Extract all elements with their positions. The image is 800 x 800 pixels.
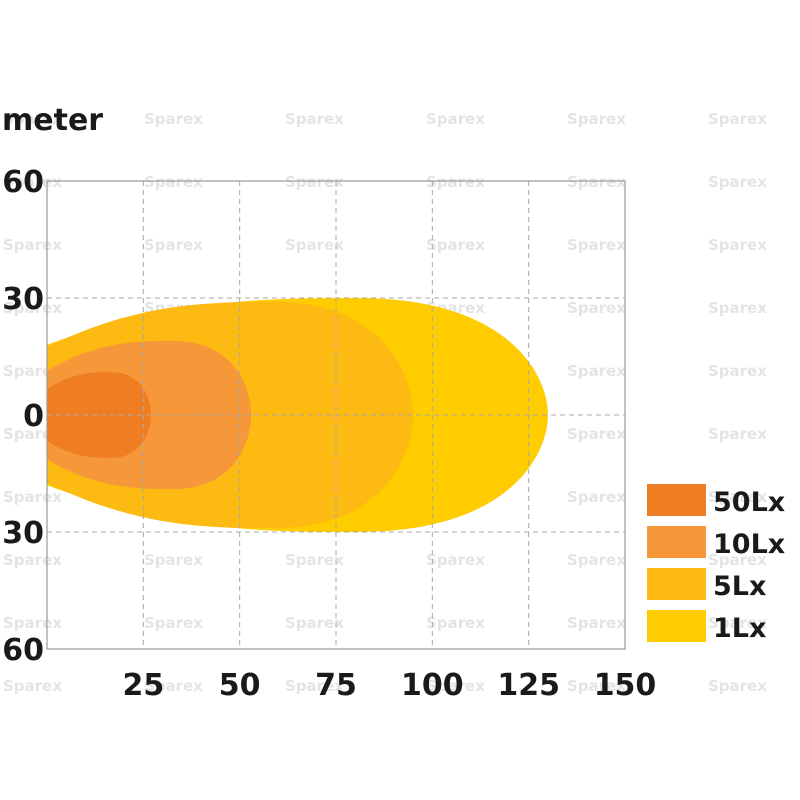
watermark-text: Sparex (708, 110, 767, 128)
watermark-text: Sparex (144, 677, 203, 695)
watermark-text: Sparex (3, 488, 62, 506)
watermark-text: Sparex (567, 614, 626, 632)
watermark-text: Sparex (144, 110, 203, 128)
legend-label-10lx: 10Lx (713, 529, 785, 560)
watermark-text: Sparex (708, 677, 767, 695)
watermark-text: Sparex (3, 677, 62, 695)
watermark-text: Sparex (708, 173, 767, 191)
watermark-text: Sparex (567, 173, 626, 191)
x-tick-label: 25 (122, 668, 164, 703)
x-tick-label: 75 (315, 668, 357, 703)
legend: 50Lx 10Lx 5Lx 1Lx (647, 484, 785, 644)
watermark-text: Sparex (285, 110, 344, 128)
watermark-text: Sparex (144, 551, 203, 569)
legend-label-1lx: 1Lx (713, 613, 766, 644)
watermark-text: Sparex (3, 551, 62, 569)
y-tick-labels: 60 30 0 30 60 (2, 165, 44, 668)
watermark-text: Sparex (567, 110, 626, 128)
watermark-text: Sparex (567, 299, 626, 317)
watermark-text: Sparex (285, 236, 344, 254)
watermark-text: Sparex (285, 677, 344, 695)
watermark-text: Sparex (426, 677, 485, 695)
watermark-text: Sparex (426, 236, 485, 254)
legend-label-50lx: 50Lx (713, 487, 785, 518)
light-area-50lx (47, 372, 152, 458)
legend-swatch-5lx (647, 568, 706, 600)
watermark-text: Sparex (567, 236, 626, 254)
y-tick-label: 30 (2, 282, 44, 317)
watermark-text: Sparex (426, 110, 485, 128)
y-tick-label: 0 (23, 399, 44, 434)
watermark-text: Sparex (567, 425, 626, 443)
watermark-text: Sparex (708, 425, 767, 443)
grid-lines (47, 181, 625, 649)
x-tick-label: 150 (594, 668, 657, 703)
y-tick-label: 30 (2, 516, 44, 551)
watermark-text: Sparex (144, 173, 203, 191)
watermark-text: Sparex (144, 236, 203, 254)
watermark-text: Sparex (567, 677, 626, 695)
watermark-layer: Sparex Sparex Sparex Sparex Sparex Sparex Spar… (3, 110, 767, 695)
legend-swatch-1lx (647, 610, 706, 642)
watermark-text: Sparex (567, 551, 626, 569)
watermark-text: Sparex (708, 551, 767, 569)
watermark-text: Sparex (708, 614, 767, 632)
watermark-text: Sparex (567, 488, 626, 506)
legend-swatch-10lx (647, 526, 706, 558)
y-unit-label: meter (2, 103, 103, 138)
watermark-text: Sparex (708, 488, 767, 506)
light-area-layer (47, 298, 548, 532)
legend-swatch-50lx (647, 484, 706, 516)
watermark-text: Sparex (708, 362, 767, 380)
x-tick-labels: 25 50 75 100 125 150 (122, 668, 656, 703)
watermark-text: Sparex (285, 173, 344, 191)
watermark-text: Sparex (708, 236, 767, 254)
watermark-text: Sparex (285, 551, 344, 569)
x-tick-label: 100 (401, 668, 464, 703)
watermark-text: Sparex (567, 362, 626, 380)
watermark-text: Sparex (708, 299, 767, 317)
legend-label-5lx: 5Lx (713, 571, 766, 602)
watermark-text: Sparex (426, 173, 485, 191)
plot-frame (46, 180, 626, 650)
y-tick-label: 60 (2, 633, 44, 668)
watermark-text: Sparex (426, 551, 485, 569)
watermark-text: Sparex (3, 236, 62, 254)
watermark-text: Sparex (426, 614, 485, 632)
x-tick-label: 50 (219, 668, 261, 703)
y-tick-label: 60 (2, 165, 44, 200)
watermark-text: Sparex (3, 614, 62, 632)
watermark-text: Sparex (3, 110, 62, 128)
x-tick-label: 125 (497, 668, 560, 703)
watermark-text: Sparex (144, 614, 203, 632)
watermark-text: Sparex (285, 614, 344, 632)
